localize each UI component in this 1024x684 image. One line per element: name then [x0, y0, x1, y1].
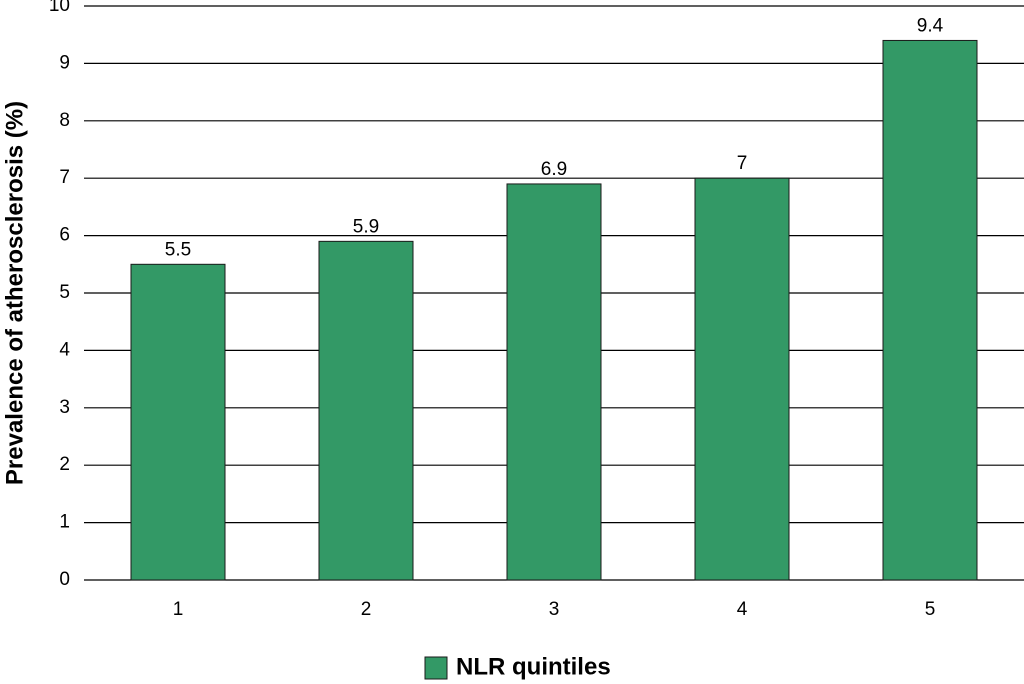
- y-axis-label: Prevalence of atherosclerosis (%): [1, 101, 28, 485]
- value-label: 5.9: [353, 216, 379, 237]
- y-tick-label: 8: [59, 110, 70, 131]
- legend-swatch: [424, 656, 448, 680]
- y-tick-label: 10: [49, 0, 70, 16]
- bar: [130, 263, 226, 581]
- y-tick-label: 1: [59, 512, 70, 533]
- bar: [318, 240, 414, 581]
- y-tick-label: 0: [59, 569, 70, 590]
- y-tick-label: 2: [59, 454, 70, 475]
- y-tick-label: 3: [59, 397, 70, 418]
- value-label: 6.9: [541, 159, 567, 180]
- legend-label: NLR quintiles: [456, 653, 611, 680]
- y-tick-label: 4: [59, 339, 70, 360]
- x-tick-label: 3: [549, 599, 560, 620]
- bar: [506, 183, 602, 581]
- value-label: 9.4: [917, 15, 944, 36]
- y-tick-label: 6: [59, 225, 70, 246]
- y-tick-label: 9: [59, 52, 70, 73]
- x-tick-label: 4: [737, 599, 748, 620]
- bar: [694, 177, 790, 581]
- x-tick-label: 2: [361, 599, 372, 620]
- bar: [882, 39, 978, 581]
- x-tick-label: 5: [925, 599, 936, 620]
- value-label: 5.5: [165, 239, 191, 260]
- x-tick-label: 1: [173, 599, 184, 620]
- y-tick-label: 7: [59, 167, 70, 188]
- value-label: 7: [737, 153, 748, 174]
- y-tick-label: 5: [59, 282, 70, 303]
